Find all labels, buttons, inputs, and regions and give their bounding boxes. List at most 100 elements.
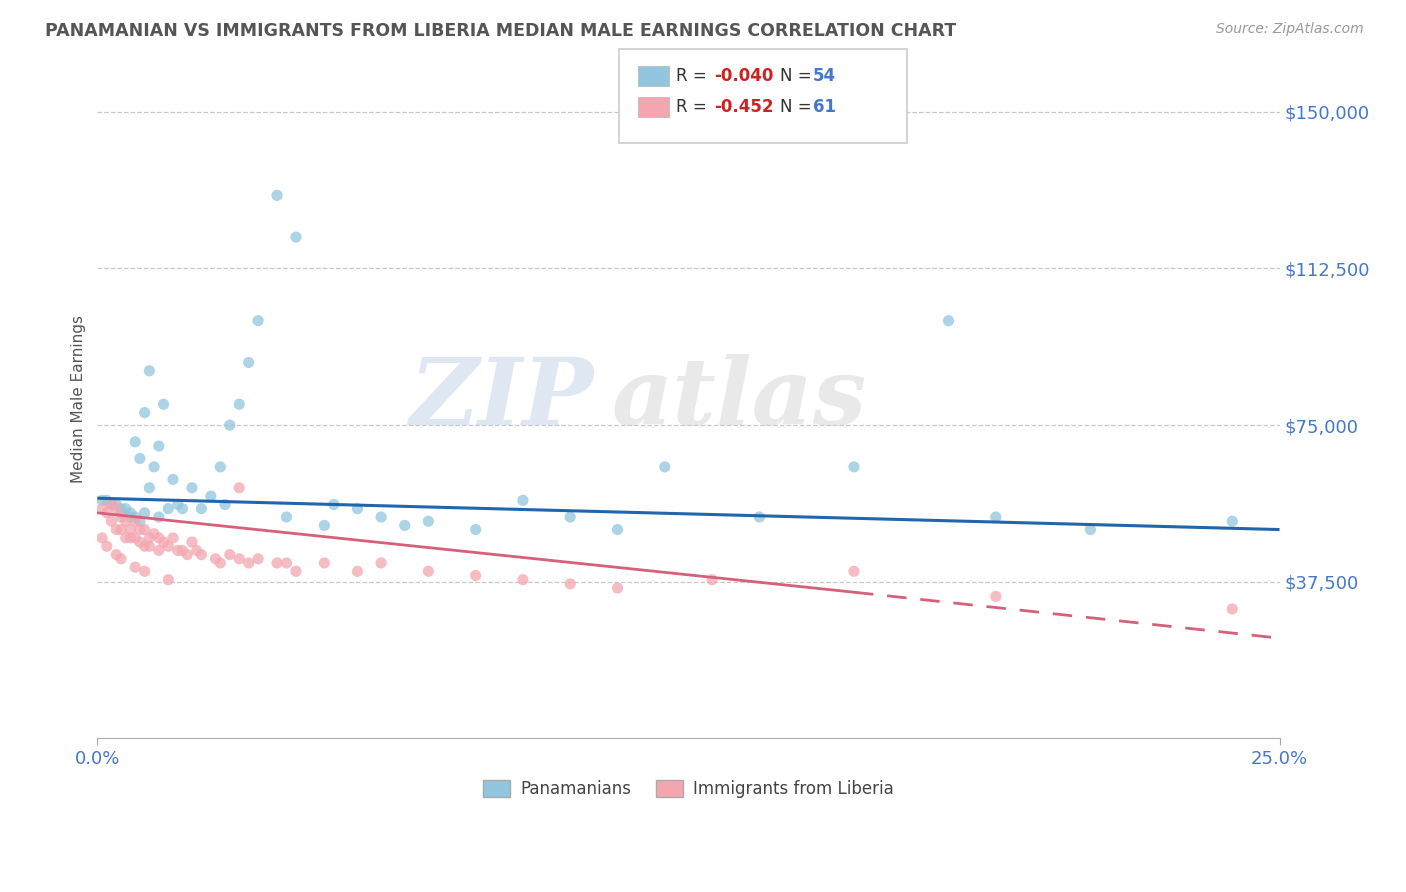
Point [91,493,114,508]
Point [748,510,770,524]
Point [110,551,132,566]
Point [172,501,194,516]
Point [190,501,212,516]
Point [394,518,416,533]
Point [218,418,240,433]
Point [228,551,250,566]
Point [346,501,368,516]
Text: R =: R = [676,98,713,116]
Point [464,568,486,582]
Point [96,506,118,520]
Text: ZIP: ZIP [409,354,593,444]
Point [172,543,194,558]
Legend: Panamanians, Immigrants from Liberia: Panamanians, Immigrants from Liberia [477,773,900,805]
Point [186,543,208,558]
Point [560,510,582,524]
Point [181,535,204,549]
Point [138,481,160,495]
Point [110,510,132,524]
Point [148,439,170,453]
Point [129,535,152,549]
Text: 54: 54 [813,67,835,85]
Point [120,531,142,545]
Text: Source: ZipAtlas.com: Source: ZipAtlas.com [1216,22,1364,37]
Point [91,531,114,545]
Point [148,543,170,558]
Point [143,526,166,541]
Point [166,498,188,512]
Text: PANAMANIAN VS IMMIGRANTS FROM LIBERIA MEDIAN MALE EARNINGS CORRELATION CHART: PANAMANIAN VS IMMIGRANTS FROM LIBERIA ME… [45,22,956,40]
Text: N =: N = [780,98,817,116]
Point [105,498,128,512]
Point [247,551,270,566]
Point [370,556,392,570]
Text: R =: R = [676,67,713,85]
Text: atlas: atlas [612,354,868,444]
Point [124,510,146,524]
Point [218,548,240,562]
Point [129,451,152,466]
Point [181,481,204,495]
Point [114,531,136,545]
Point [110,523,132,537]
Point [276,556,298,570]
Point [134,539,156,553]
Point [842,459,865,474]
Text: -0.452: -0.452 [714,98,773,116]
Point [464,523,486,537]
Point [322,498,344,512]
Point [938,314,960,328]
Point [129,514,152,528]
Point [654,459,676,474]
Point [984,590,1007,604]
Point [284,565,307,579]
Point [110,506,132,520]
Point [512,493,534,508]
Text: 61: 61 [813,98,835,116]
Point [138,531,160,545]
Point [284,230,307,244]
Point [105,523,128,537]
Point [266,188,288,202]
Point [162,472,184,486]
Point [105,501,128,516]
Point [124,434,146,449]
Point [209,459,232,474]
Point [984,510,1007,524]
Point [238,556,260,570]
Point [276,510,298,524]
Point [266,556,288,570]
Point [152,397,174,411]
Point [91,501,114,516]
Point [214,498,236,512]
Y-axis label: Median Male Earnings: Median Male Earnings [72,315,86,483]
Point [114,514,136,528]
Point [204,551,226,566]
Point [157,539,180,553]
Point [314,518,336,533]
Point [134,406,156,420]
Point [124,531,146,545]
Point [560,577,582,591]
Point [606,523,628,537]
Point [124,514,146,528]
Point [138,364,160,378]
Point [700,573,723,587]
Point [100,498,122,512]
Point [512,573,534,587]
Point [134,506,156,520]
Point [138,539,160,553]
Point [100,514,122,528]
Point [105,548,128,562]
Point [148,531,170,545]
Point [176,548,198,562]
Point [96,539,118,553]
Point [418,514,440,528]
Point [166,543,188,558]
Point [314,556,336,570]
Point [134,565,156,579]
Point [124,560,146,574]
Point [120,523,142,537]
Point [346,565,368,579]
Point [134,523,156,537]
